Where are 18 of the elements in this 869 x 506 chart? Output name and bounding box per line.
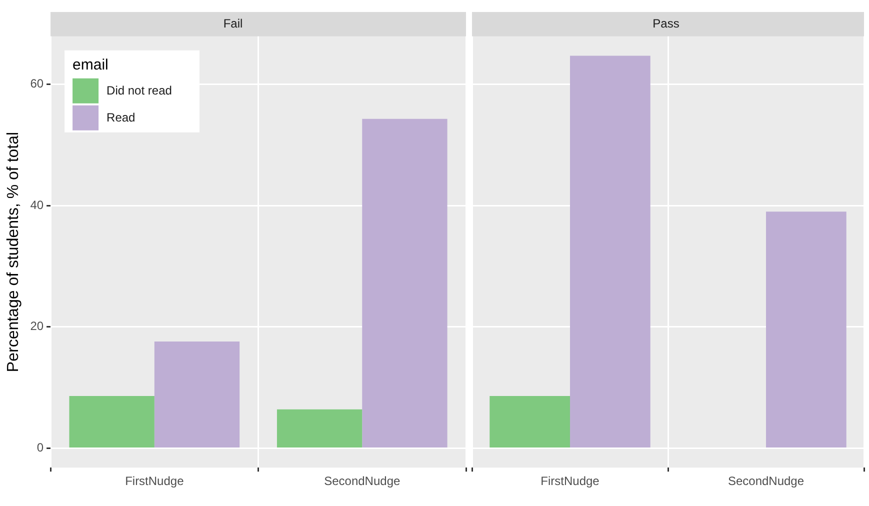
bar (276, 409, 362, 448)
y-axis-title: Percentage of students, % of total (5, 132, 22, 372)
y-tick-label: 60 (30, 76, 44, 91)
bar (69, 396, 154, 448)
bar (362, 118, 448, 448)
x-tick-label: SecondNudge (324, 474, 400, 488)
chart-title: Fail (223, 16, 243, 31)
legend-label: Read (106, 110, 136, 125)
chart-title: Pass (652, 16, 680, 31)
legend-label: Did not read (106, 84, 172, 98)
y-tick-label: 40 (30, 198, 44, 212)
x-tick-label: SecondNudge (728, 474, 804, 488)
bar (154, 341, 240, 448)
x-tick-label: FirstNudge (125, 474, 184, 488)
y-tick-label: 20 (30, 319, 44, 334)
y-tick-label: 0 (36, 440, 44, 455)
legend-title: email (72, 56, 108, 74)
x-tick-label: FirstNudge (540, 474, 600, 488)
